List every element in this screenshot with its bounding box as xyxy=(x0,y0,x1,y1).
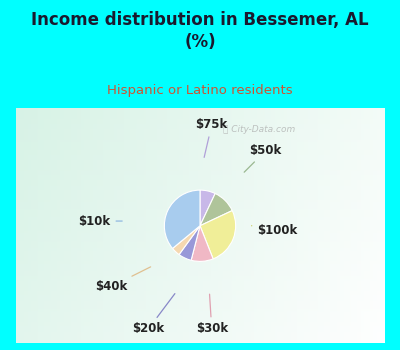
Text: $75k: $75k xyxy=(196,118,228,158)
Text: $40k: $40k xyxy=(95,267,151,293)
Text: $30k: $30k xyxy=(196,294,228,335)
Wedge shape xyxy=(191,226,213,261)
Text: $50k: $50k xyxy=(244,144,282,172)
Text: $10k: $10k xyxy=(78,215,122,228)
Wedge shape xyxy=(179,226,200,260)
Wedge shape xyxy=(200,211,236,259)
Text: $20k: $20k xyxy=(132,294,175,335)
Wedge shape xyxy=(200,190,215,226)
Text: ⓘ City-Data.com: ⓘ City-Data.com xyxy=(222,125,295,134)
Text: $100k: $100k xyxy=(252,224,298,237)
Text: Income distribution in Bessemer, AL
(%): Income distribution in Bessemer, AL (%) xyxy=(31,10,369,51)
Wedge shape xyxy=(172,226,200,254)
Wedge shape xyxy=(200,194,232,226)
Text: Hispanic or Latino residents: Hispanic or Latino residents xyxy=(107,84,293,97)
Wedge shape xyxy=(164,190,200,248)
